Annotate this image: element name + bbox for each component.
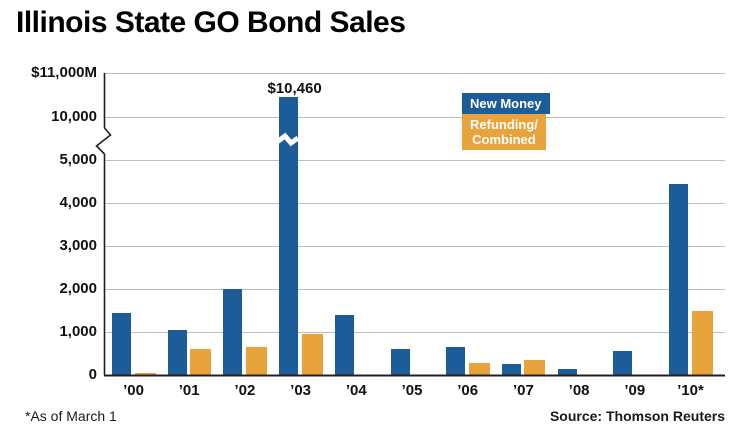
- y-tick-label-3000: 3,000: [59, 237, 97, 254]
- y-tick-label-0: 0: [88, 366, 97, 383]
- x-tick-label-06: ’06: [457, 382, 479, 399]
- gridline-5000: [104, 160, 725, 161]
- y-tick-label-4000: 4,000: [59, 194, 97, 211]
- bar-new-money-03: [279, 96, 299, 375]
- bar-refunding-07: [524, 359, 546, 375]
- x-tick-label-05: ’05: [401, 382, 423, 399]
- chart-title: Illinois State GO Bond Sales: [16, 6, 406, 39]
- y-tick-label-5000: 5,000: [59, 151, 97, 168]
- x-tick-label-09: ’09: [624, 382, 646, 399]
- bar-new-money-10: [669, 183, 688, 375]
- y-tick-label-11000: $11,000M: [31, 64, 97, 81]
- gridline-10000: [104, 117, 725, 118]
- bar-new-money-08: [557, 368, 577, 375]
- gridline-3000: [104, 246, 725, 247]
- bar-refunding-01: [190, 349, 212, 375]
- gridline-1000: [104, 332, 725, 333]
- bar-new-money-06: [446, 347, 466, 375]
- x-tick-label-03: ’03: [290, 382, 312, 399]
- bar-new-money-04: [334, 314, 354, 375]
- bar-refunding-06: [468, 363, 490, 375]
- bar-new-money-00: [112, 312, 131, 375]
- x-tick-label-08: ’08: [568, 382, 590, 399]
- footnote: *As of March 1: [25, 408, 117, 424]
- y-tick-label-10000: 10,000: [51, 108, 97, 125]
- bar-new-money-09: [613, 351, 633, 375]
- legend-item-refunding-combined: Refunding/ Combined: [462, 114, 546, 150]
- bar-new-money-02: [223, 289, 243, 375]
- legend-item-new-money: New Money: [462, 93, 550, 114]
- y-tick-label-1000: 1,000: [59, 323, 97, 340]
- x-tick-label-01: ’01: [178, 382, 200, 399]
- x-tick-label-04: ’04: [345, 382, 367, 399]
- gridline-4000: [104, 203, 725, 204]
- bar-refunding-02: [245, 347, 267, 375]
- bar-new-money-05: [390, 349, 410, 375]
- bar-refunding-03: [301, 334, 323, 375]
- y-tick-label-2000: 2,000: [59, 280, 97, 297]
- legend: New Money Refunding/ Combined: [462, 93, 550, 150]
- peak-value-annotation: $10,460: [267, 80, 322, 97]
- bar-new-money-07: [501, 364, 521, 375]
- plot-area: [104, 73, 725, 375]
- x-tick-label-10: ’10*: [677, 382, 704, 399]
- x-tick-label-00: ’00: [123, 382, 144, 399]
- bar-refunding-10: [691, 310, 713, 375]
- gridline-11000: [104, 73, 725, 74]
- x-tick-label-07: ’07: [512, 382, 534, 399]
- gridline-2000: [104, 289, 725, 290]
- bar-new-money-01: [167, 329, 187, 375]
- x-tick-label-02: ’02: [234, 382, 256, 399]
- bar-refunding-00: [134, 372, 156, 375]
- source-credit: Source: Thomson Reuters: [549, 408, 725, 424]
